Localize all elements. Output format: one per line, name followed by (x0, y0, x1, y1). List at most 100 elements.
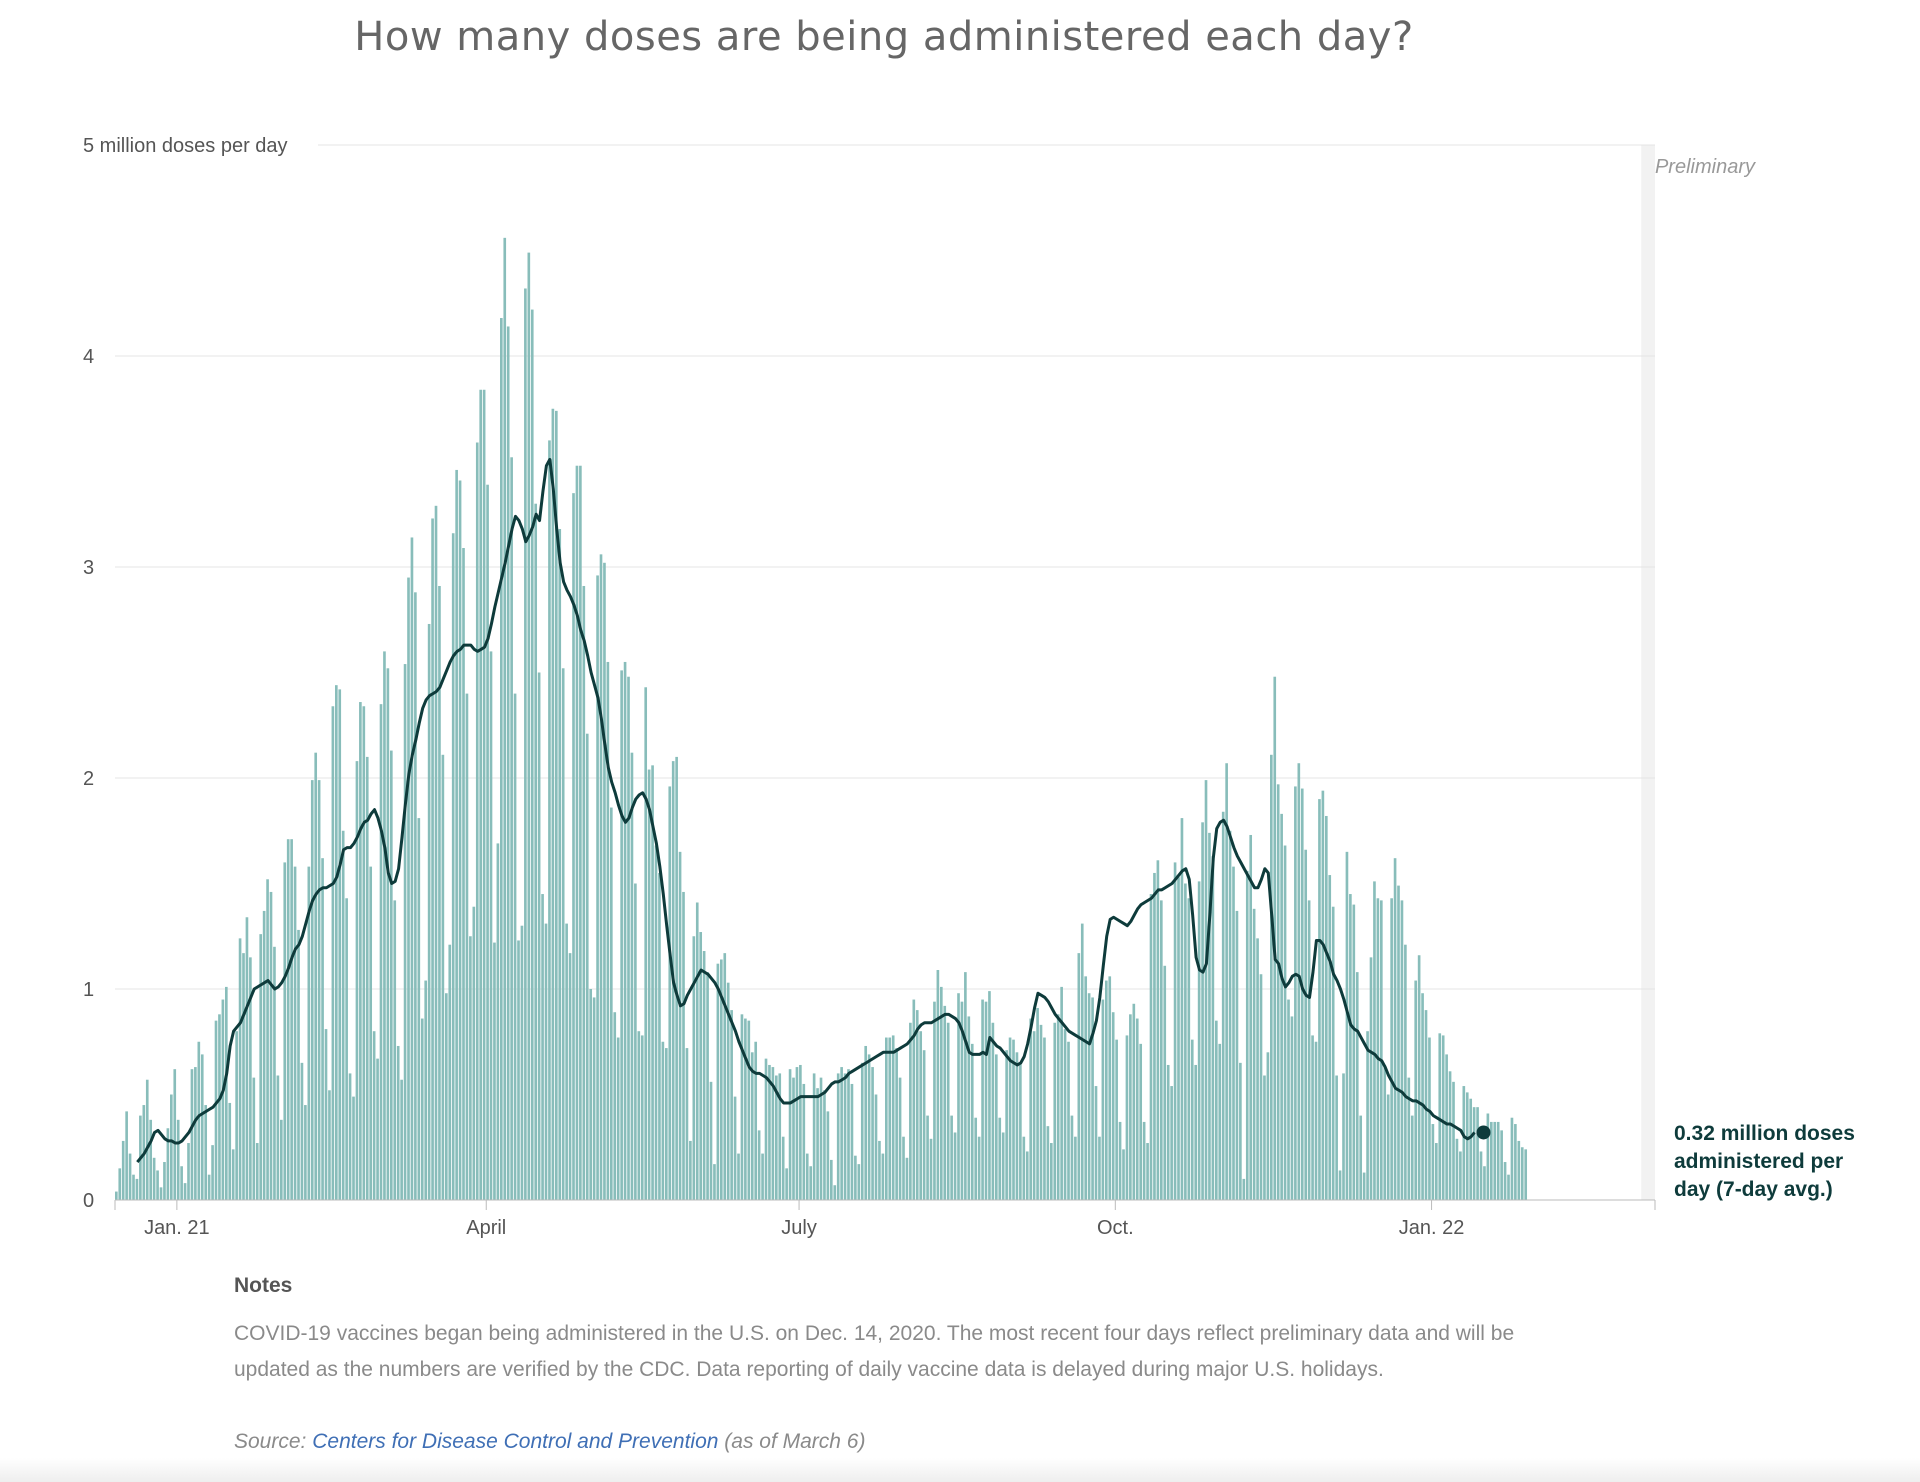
daily-bar (517, 940, 520, 1200)
daily-bar (747, 1020, 751, 1200)
daily-bar (1452, 1081, 1455, 1200)
annotation-line: day (7-day avg.) (1674, 1178, 1833, 1201)
daily-bar (967, 1016, 971, 1200)
daily-bar (1270, 754, 1273, 1200)
daily-bar (922, 1050, 926, 1200)
daily-bar (685, 1048, 689, 1200)
daily-bar (369, 866, 373, 1200)
daily-bar (775, 1075, 778, 1200)
latest-value-annotation: 0.32 million doses administered per day (7… (1476, 1122, 1855, 1201)
daily-bar (830, 1159, 833, 1200)
daily-bar (757, 1130, 761, 1200)
daily-bar (1115, 1039, 1118, 1200)
daily-bar (1025, 1151, 1029, 1200)
daily-bar (1455, 1138, 1459, 1200)
daily-bar (1493, 1121, 1497, 1200)
daily-bar (788, 1069, 792, 1200)
daily-bar (874, 1094, 878, 1200)
daily-bar (1218, 1043, 1222, 1200)
daily-bar (840, 1067, 843, 1200)
daily-bar (599, 554, 603, 1200)
daily-bar (995, 1054, 998, 1200)
daily-bar (317, 780, 321, 1200)
daily-bar (221, 999, 225, 1200)
daily-bar (905, 1157, 909, 1200)
daily-bar (1352, 904, 1356, 1200)
daily-bar (1091, 997, 1094, 1200)
daily-bar (977, 1136, 981, 1200)
source-line: Source: Centers for Disease Control and … (234, 1430, 865, 1454)
daily-bar (699, 932, 703, 1200)
daily-bar (1111, 1012, 1115, 1200)
daily-bar (1056, 1014, 1060, 1200)
daily-bar (1029, 1018, 1033, 1200)
seven-day-average-path (136, 457, 1476, 1163)
daily-bar (1259, 974, 1263, 1200)
daily-bar (888, 1037, 892, 1200)
daily-bar (1166, 1064, 1170, 1200)
daily-bar (462, 548, 465, 1200)
daily-bar (630, 752, 634, 1200)
daily-bar (493, 942, 496, 1200)
daily-bar (1290, 1016, 1294, 1200)
daily-bar (1001, 1132, 1005, 1200)
daily-bar (854, 1155, 857, 1200)
daily-bar (1311, 1035, 1314, 1200)
daily-bar (702, 951, 706, 1200)
daily-bar (881, 1153, 885, 1200)
daily-bar (352, 1096, 355, 1200)
daily-bar (1514, 1124, 1517, 1200)
daily-bar (843, 1073, 847, 1200)
daily-bar (988, 991, 991, 1200)
daily-bar (819, 1077, 823, 1200)
daily-bar (950, 1115, 953, 1200)
daily-bar (1318, 799, 1321, 1200)
daily-bar (1074, 1136, 1077, 1200)
daily-bar (304, 1105, 307, 1200)
preliminary-shade (1641, 145, 1655, 1200)
daily-bar (709, 1081, 713, 1200)
daily-bar (809, 1166, 813, 1200)
daily-bar (170, 1094, 173, 1200)
daily-bar (1053, 1022, 1057, 1200)
daily-bar (654, 845, 658, 1200)
daily-bar (572, 493, 575, 1200)
daily-bar (1153, 872, 1156, 1200)
daily-bar (771, 1067, 775, 1200)
daily-bar (1087, 993, 1091, 1200)
daily-bar (1067, 1041, 1070, 1200)
daily-bar (723, 953, 727, 1200)
daily-bar (458, 480, 462, 1200)
daily-bar (946, 1022, 950, 1200)
daily-bar (204, 1105, 208, 1200)
daily-bar (1362, 1172, 1366, 1200)
daily-bar (1307, 900, 1311, 1200)
daily-bar (503, 237, 507, 1201)
daily-bar (864, 1045, 868, 1200)
daily-bar (1190, 1039, 1194, 1200)
axes: Jan. 21 April July Oct. Jan. 22 (114, 1199, 1656, 1239)
daily-bar (778, 1073, 782, 1200)
daily-bar (1122, 1149, 1125, 1200)
daily-bar (1232, 866, 1235, 1200)
daily-bar (1355, 972, 1359, 1200)
daily-bar (1105, 980, 1108, 1200)
daily-bar (898, 1077, 902, 1200)
daily-bar (1032, 1031, 1036, 1200)
daily-bar (568, 953, 572, 1200)
daily-bar (847, 1069, 850, 1200)
chart-title: How many doses are being administered ea… (354, 14, 1414, 60)
daily-bar (118, 1168, 122, 1200)
source-link[interactable]: Centers for Disease Control and Preventi… (312, 1430, 719, 1453)
daily-bar (1163, 965, 1167, 1200)
daily-bar (1046, 1126, 1050, 1200)
daily-bar (194, 1067, 197, 1200)
daily-bar (396, 1045, 400, 1200)
daily-bar (293, 866, 297, 1200)
daily-bar (1160, 900, 1163, 1200)
daily-bar (730, 1010, 733, 1200)
daily-bar (651, 765, 654, 1200)
daily-bar (255, 1143, 259, 1200)
daily-bar (506, 326, 510, 1201)
daily-bar (585, 733, 589, 1200)
